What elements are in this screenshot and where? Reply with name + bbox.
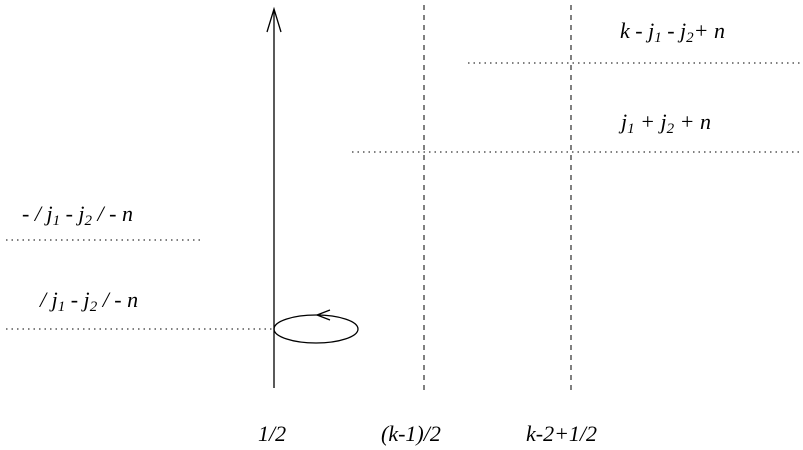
label-left-upper: - / j1 - j2 / - n [22,201,133,229]
loop-arrowhead-icon [315,309,331,321]
label-left-lower: / j1 - j2 / - n [40,287,139,315]
axis-arrowhead-icon [266,6,282,33]
label-bottom-k-minus-1: (k-1)/2 [381,421,441,446]
label-upper-right: j1 + j2 + n [621,109,711,137]
label-bottom-half: 1/2 [258,421,287,446]
loop-contour [273,314,359,344]
label-top-right: k - j1 - j2+ n [620,18,726,46]
label-bottom-k-minus-2: k-2+1/2 [526,421,598,446]
